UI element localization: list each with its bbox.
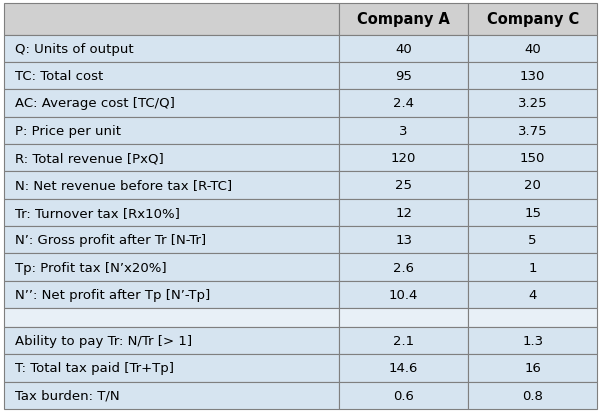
Text: Tp: Profit tax [N’x20%]: Tp: Profit tax [N’x20%] [16, 261, 167, 274]
Bar [339, 308, 468, 327]
Bar [468, 145, 597, 172]
Bar [468, 117, 597, 145]
Bar [339, 254, 468, 281]
Text: 2.1: 2.1 [393, 334, 414, 347]
Bar [339, 63, 468, 90]
Text: R: Total revenue [PxQ]: R: Total revenue [PxQ] [16, 152, 164, 165]
Bar [4, 254, 339, 281]
Bar [339, 117, 468, 145]
Text: 40: 40 [524, 43, 541, 56]
Bar [4, 63, 339, 90]
Bar [468, 327, 597, 354]
Text: 5: 5 [528, 234, 537, 247]
Bar [339, 354, 468, 382]
Bar [4, 172, 339, 199]
Bar [339, 281, 468, 308]
Text: 95: 95 [395, 70, 412, 83]
Bar [339, 90, 468, 117]
Text: 1: 1 [528, 261, 537, 274]
Bar [4, 327, 339, 354]
Bar [468, 4, 597, 36]
Text: N: Net revenue before tax [R-TC]: N: Net revenue before tax [R-TC] [16, 179, 233, 192]
Text: P: Price per unit: P: Price per unit [16, 124, 121, 138]
Text: 20: 20 [524, 179, 541, 192]
Bar [339, 36, 468, 63]
Text: Tr: Turnover tax [Rx10%]: Tr: Turnover tax [Rx10%] [16, 206, 180, 219]
Text: 25: 25 [395, 179, 412, 192]
Text: 3.75: 3.75 [518, 124, 548, 138]
Text: 15: 15 [524, 206, 541, 219]
Text: N’: Gross profit after Tr [N-Tr]: N’: Gross profit after Tr [N-Tr] [16, 234, 207, 247]
Bar [4, 90, 339, 117]
Text: 150: 150 [520, 152, 545, 165]
Text: 0.8: 0.8 [522, 389, 543, 402]
Text: 1.3: 1.3 [522, 334, 543, 347]
Bar [468, 90, 597, 117]
Bar [4, 4, 339, 36]
Bar [339, 382, 468, 409]
Bar [339, 172, 468, 199]
Bar [468, 36, 597, 63]
Bar [339, 145, 468, 172]
Text: 120: 120 [391, 152, 416, 165]
Bar [4, 308, 339, 327]
Bar [4, 145, 339, 172]
Text: Q: Units of output: Q: Units of output [16, 43, 134, 56]
Bar [468, 281, 597, 308]
Text: 14.6: 14.6 [389, 362, 418, 375]
Text: Company C: Company C [487, 12, 579, 27]
Text: Tax burden: T/N: Tax burden: T/N [16, 389, 120, 402]
Bar [339, 226, 468, 254]
Bar [468, 308, 597, 327]
Text: 130: 130 [520, 70, 545, 83]
Bar [468, 382, 597, 409]
Text: 40: 40 [395, 43, 412, 56]
Text: 10.4: 10.4 [389, 288, 418, 301]
Text: AC: Average cost [TC/Q]: AC: Average cost [TC/Q] [16, 97, 175, 110]
Bar [4, 117, 339, 145]
Bar [468, 254, 597, 281]
Text: 16: 16 [524, 362, 541, 375]
Bar [339, 4, 468, 36]
Bar [4, 199, 339, 226]
Bar [4, 382, 339, 409]
Bar [339, 199, 468, 226]
Text: 0.6: 0.6 [393, 389, 414, 402]
Text: 12: 12 [395, 206, 412, 219]
Bar [468, 199, 597, 226]
Text: 2.6: 2.6 [393, 261, 414, 274]
Bar [339, 327, 468, 354]
Bar [468, 63, 597, 90]
Text: 4: 4 [528, 288, 537, 301]
Text: 3: 3 [400, 124, 408, 138]
Bar [468, 354, 597, 382]
Text: Company A: Company A [357, 12, 450, 27]
Bar [468, 226, 597, 254]
Bar [468, 172, 597, 199]
Text: N’’: Net profit after Tp [N’-Tp]: N’’: Net profit after Tp [N’-Tp] [16, 288, 211, 301]
Text: 3.25: 3.25 [518, 97, 548, 110]
Bar [4, 226, 339, 254]
Text: 13: 13 [395, 234, 412, 247]
Text: T: Total tax paid [Tr+Tp]: T: Total tax paid [Tr+Tp] [16, 362, 174, 375]
Bar [4, 281, 339, 308]
Bar [4, 354, 339, 382]
Text: Ability to pay Tr: N/Tr [> 1]: Ability to pay Tr: N/Tr [> 1] [16, 334, 192, 347]
Text: 2.4: 2.4 [393, 97, 414, 110]
Text: TC: Total cost: TC: Total cost [16, 70, 103, 83]
Bar [4, 36, 339, 63]
